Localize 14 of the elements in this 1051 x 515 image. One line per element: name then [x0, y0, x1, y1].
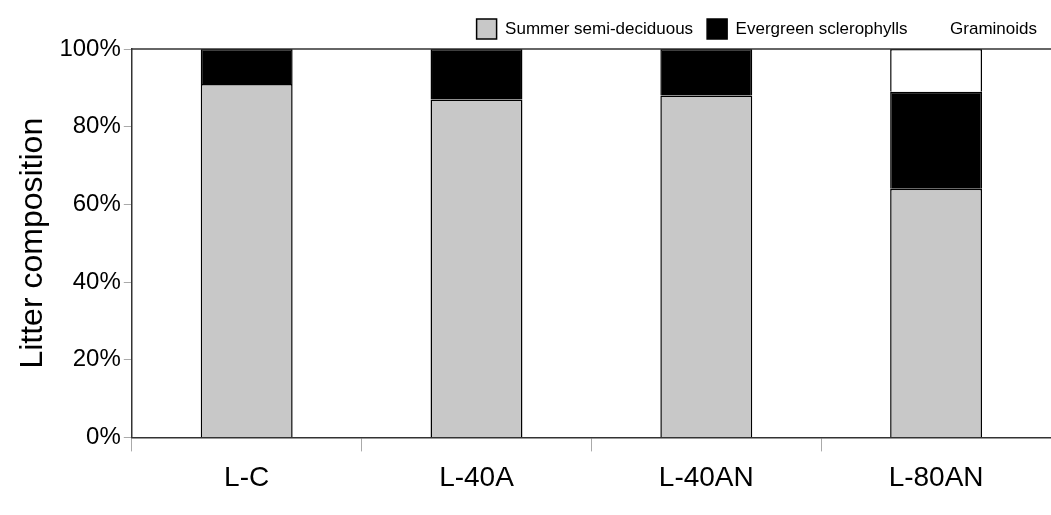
x-tick-label: L-C: [224, 460, 270, 492]
y-tick-label: 100%: [59, 33, 121, 61]
legend-label: Summer semi-deciduous: [505, 18, 694, 38]
y-axis-title: Litter composition: [13, 117, 50, 369]
y-tick-label: 80%: [72, 111, 121, 139]
x-tick-label: L-40A: [439, 460, 515, 492]
legend-label: Evergreen sclerophylls: [735, 18, 908, 38]
x-tick-label: L-40AN: [658, 460, 754, 492]
series-label: Graminoids: [950, 18, 1037, 38]
x-tick-label: L-80AN: [888, 460, 984, 492]
y-tick-label: 20%: [72, 344, 121, 372]
y-tick-label: 60%: [72, 188, 121, 216]
y-tick-label: 0%: [86, 422, 121, 450]
y-tick-label: 40%: [72, 266, 121, 294]
